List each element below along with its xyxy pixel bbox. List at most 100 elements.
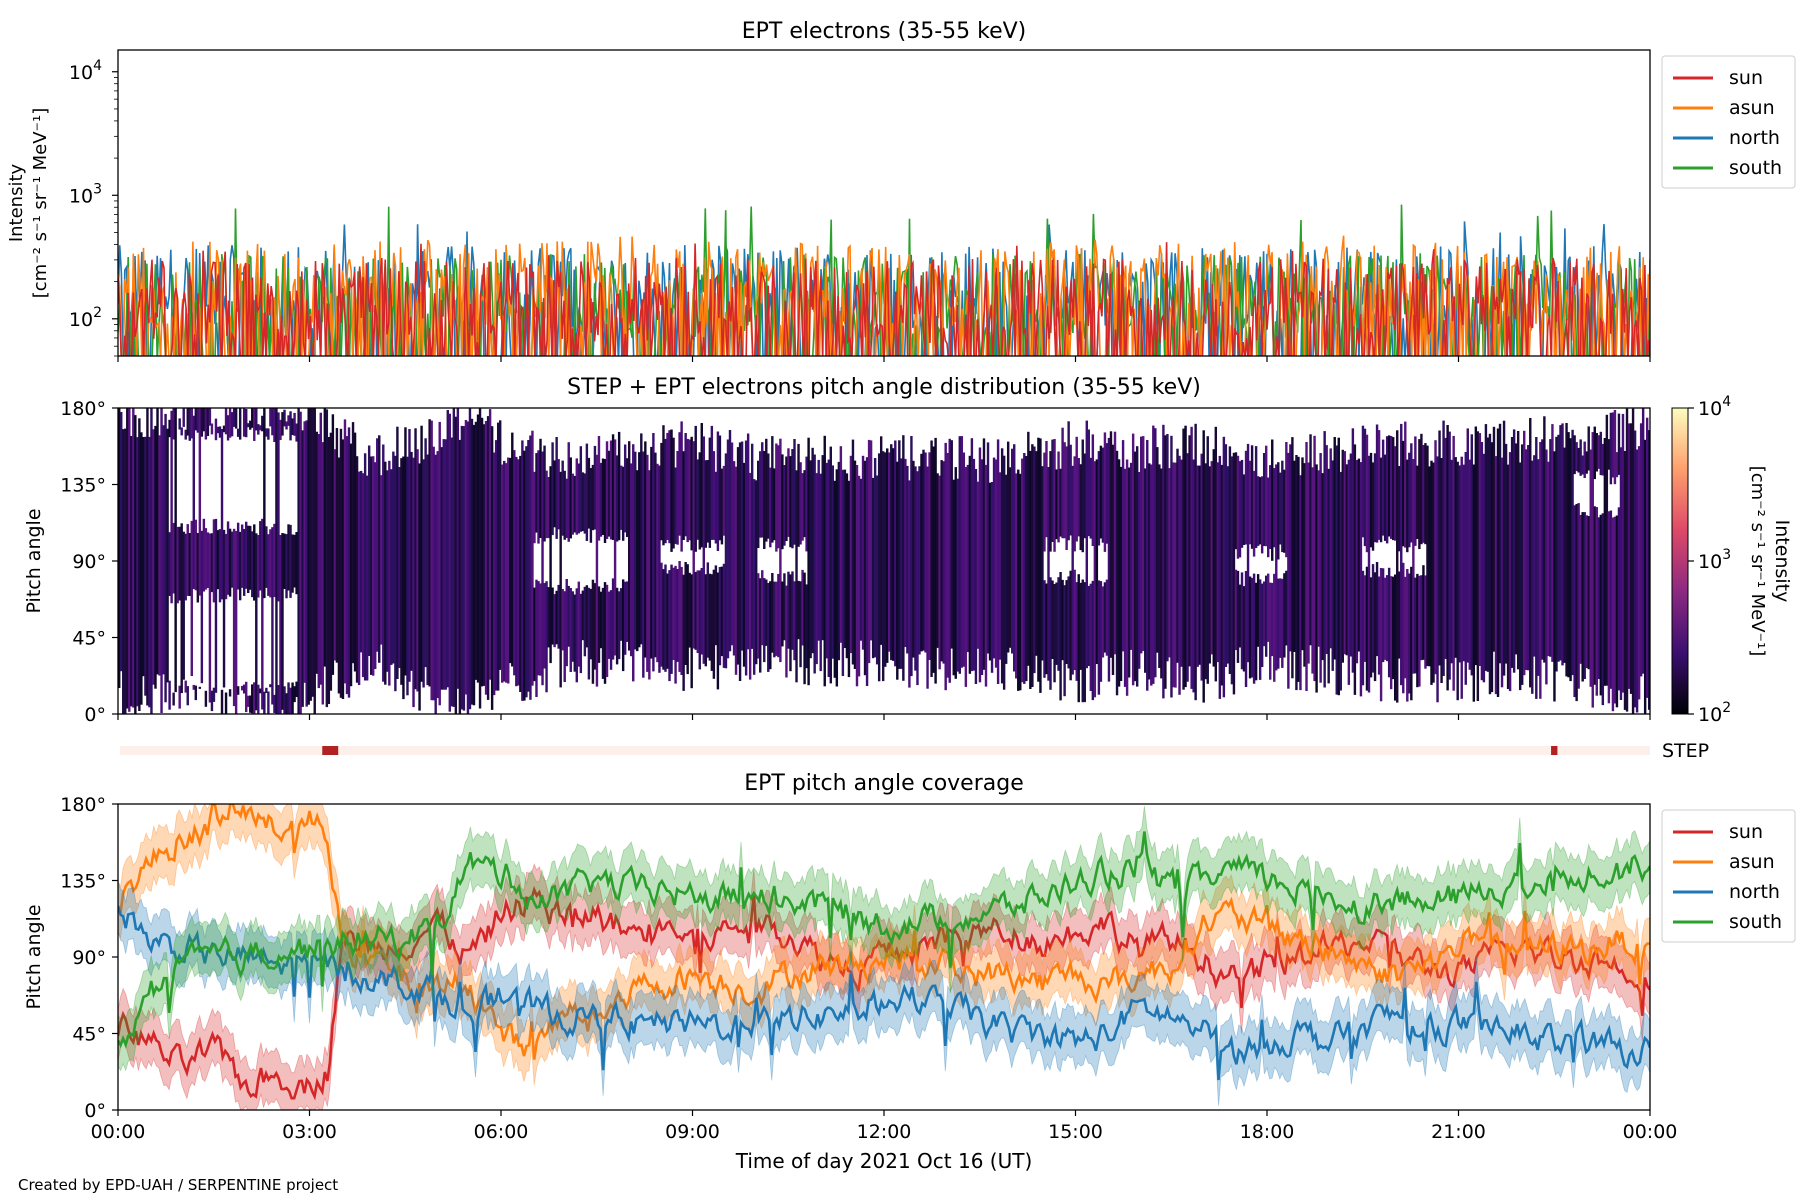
heatmap-cell [367,445,371,656]
heatmap-cell [1339,471,1342,691]
heatmap-cell [670,429,673,552]
heatmap-cell [1611,412,1615,478]
heatmap-cell [293,686,296,703]
heatmap-cell [668,430,671,544]
heatmap-cell [591,464,595,531]
heatmap-cell [1446,425,1449,691]
heatmap-cell [232,528,236,707]
heatmap-cell [1454,457,1457,658]
heatmap-cell [619,588,623,641]
heatmap-cell [424,438,427,668]
heatmap-cell [371,456,375,676]
heatmap-cell [1373,453,1377,543]
heatmap-cell [1351,428,1355,673]
heatmap-cell [597,586,601,663]
heatmap-cell [1287,452,1290,689]
heatmap-cell [1337,437,1340,696]
heatmap-cell [1444,437,1447,659]
heatmap-cell [704,574,708,667]
heatmap-cell [212,519,216,603]
heatmap-cell [1623,451,1627,710]
heatmap-cell [1587,516,1590,670]
heatmap-cell [1154,428,1157,678]
heatmap-cell [396,426,399,679]
heatmap-cell [184,533,187,601]
heatmap-cell [523,450,526,701]
heatmap-cell [503,460,506,682]
heatmap-cell [960,436,964,668]
heatmap-cell [1115,450,1119,696]
coverage-y-label: Pitch angle [23,904,45,1009]
heatmap-cell [1599,431,1603,476]
y-tick-label: 90° [72,947,106,969]
heatmap-cell [710,574,714,671]
heatmap-cell [224,534,228,600]
coverage-x-axis: 00:00 03:00 06:00 09:00 12:00 15:00 18:00 21:00… [91,1110,1677,1143]
heatmap-cell [1539,442,1542,699]
heatmap-cell [1549,439,1552,657]
heatmap-cell [793,439,796,545]
heatmap-cell [400,458,403,685]
heatmap-cell [1468,459,1471,670]
heatmap-cell [783,465,786,546]
heatmap-cell [337,457,341,694]
heatmap-cell [257,535,260,598]
heatmap-cell [940,460,943,662]
heatmap-cell [877,453,881,682]
heatmap-cell [271,527,274,705]
heatmap-cell [789,574,792,672]
heatmap-cell [694,425,697,552]
heatmap-cell [1476,431,1480,701]
heatmap-cell [575,458,578,535]
heatmap-cell [329,432,333,691]
heatmap-cell [1315,464,1318,693]
heatmap-cell [1075,436,1078,542]
heatmap-cell [146,408,149,706]
heatmap-cell [1402,562,1405,694]
heatmap-cell [1162,424,1165,699]
heatmap-cell [668,570,671,682]
heatmap-cell [1099,581,1103,682]
heatmap-cell [148,436,151,708]
heatmap-cell [1379,457,1383,543]
heatmap-cell [251,531,254,598]
heatmap-cell [172,408,175,440]
heatmap-cell [1573,505,1576,698]
heatmap-cell [1117,459,1121,687]
heatmap-cell [178,418,181,430]
heatmap-cell [964,467,968,687]
heatmap-cell [186,524,189,596]
heatmap-cell [192,415,195,589]
heatmap-cell [494,440,498,691]
heatmap-cell [1369,577,1373,678]
heatmap-cell [218,529,222,603]
heatmap-cell [1164,435,1167,689]
heatmap-cell [682,574,685,691]
heatmap-cell [1250,577,1254,678]
heatmap-cell [1595,507,1598,696]
heatmap-cell [785,585,788,678]
heatmap-cell [277,412,280,602]
heatmap-cell [1083,453,1086,539]
heatmap-cell [1583,512,1586,679]
heatmap-cell [317,434,320,689]
heatmap-cell [253,524,256,601]
heatmap-cell [1645,417,1649,698]
heatmap-cell [966,464,970,653]
heatmap-cell [144,436,147,696]
heatmap-cell [1069,444,1072,536]
heatmap-cell [708,573,712,661]
heatmap-cell [456,408,460,689]
heatmap-cell [547,477,550,539]
heatmap-cell [1541,439,1544,660]
heatmap-cell [1152,425,1155,684]
heatmap-cell [595,454,599,687]
heatmap-cell [408,429,411,682]
heatmap-cell [688,572,691,648]
heatmap-cell [1613,516,1617,704]
step-strip: STEP [120,740,1709,762]
heatmap-cell [220,429,224,600]
heatmap-cell [1277,462,1280,560]
heatmap-cell [593,445,597,530]
heatmap-cell [1234,452,1238,550]
